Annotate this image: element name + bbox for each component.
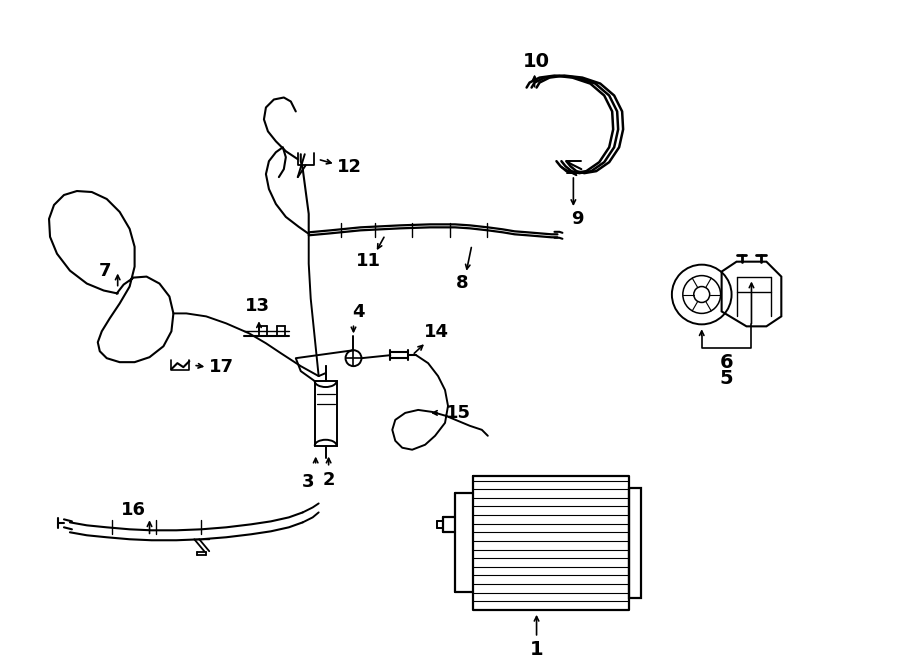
Text: 3: 3 <box>302 473 314 490</box>
FancyBboxPatch shape <box>315 381 337 446</box>
Text: 4: 4 <box>352 303 365 321</box>
Text: 9: 9 <box>572 210 583 228</box>
Text: 14: 14 <box>424 323 448 341</box>
Text: 12: 12 <box>337 158 362 176</box>
Text: 16: 16 <box>122 502 146 520</box>
Text: 8: 8 <box>455 274 468 292</box>
Text: 10: 10 <box>523 52 550 71</box>
Text: 15: 15 <box>446 404 471 422</box>
Text: 17: 17 <box>209 358 234 376</box>
Text: 11: 11 <box>356 252 381 270</box>
Text: 1: 1 <box>530 641 544 659</box>
Text: 6: 6 <box>720 353 733 371</box>
Text: 2: 2 <box>322 471 335 488</box>
Text: 13: 13 <box>245 297 269 315</box>
Text: 7: 7 <box>98 262 111 280</box>
Text: 5: 5 <box>720 369 733 387</box>
FancyBboxPatch shape <box>629 488 641 598</box>
